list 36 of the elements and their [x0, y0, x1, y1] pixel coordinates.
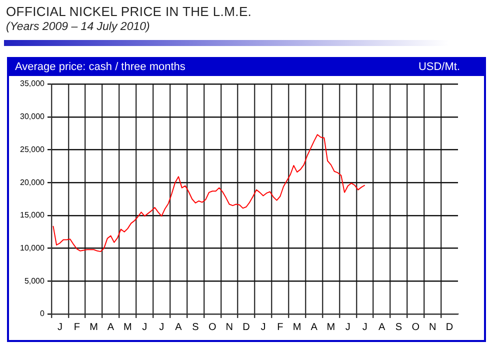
y-tick-label: 15,000 [20, 210, 46, 220]
y-tick-label: 35,000 [20, 79, 46, 88]
x-tick-label: F [277, 322, 284, 333]
x-tick-label: J [57, 322, 62, 333]
x-tick-label: J [159, 322, 164, 333]
x-tick-label: S [395, 322, 402, 333]
y-tick-label: 20,000 [20, 178, 46, 187]
x-tick-label: O [208, 322, 216, 333]
x-tick-label: J [345, 322, 350, 333]
y-tick-label: 0 [40, 309, 46, 318]
y-axis-title: USD/Mt. [418, 61, 460, 73]
x-tick-label: D [446, 322, 454, 333]
x-tick-label: J [362, 322, 368, 333]
y-tick-label: 25,000 [20, 144, 46, 154]
text: Average price: cash / three months [15, 61, 186, 73]
x-tick-label: M [90, 322, 98, 333]
x-tick-label: M [326, 322, 336, 333]
x-tick-label: A [378, 322, 386, 333]
x-tick-label: M [124, 322, 132, 333]
x-tick-label: O [412, 322, 420, 333]
chart-subtitle: (Years 2009 – 14 July 2010) [6, 21, 150, 33]
x-tick-label: F [74, 322, 80, 333]
x-tick-label: A [175, 322, 182, 333]
x-tick-label: J [260, 322, 266, 333]
x-tick-label: S [192, 322, 200, 333]
x-tick-label: N [428, 322, 436, 333]
y-tick-label: 5,000 [24, 276, 46, 286]
x-tick-label: A [107, 322, 114, 333]
y-tick-label: 30,000 [20, 112, 46, 122]
x-tick-label: N [226, 322, 233, 333]
y-tick-label: 10,000 [20, 243, 46, 252]
x-tick-label: A [310, 322, 318, 333]
x-tick-label: J [142, 322, 148, 333]
x-tick-label: D [242, 322, 250, 333]
x-tick-label: M [292, 322, 302, 333]
chart-title: OFFICIAL NICKEL PRICE IN THE L.M.E. [6, 4, 252, 19]
